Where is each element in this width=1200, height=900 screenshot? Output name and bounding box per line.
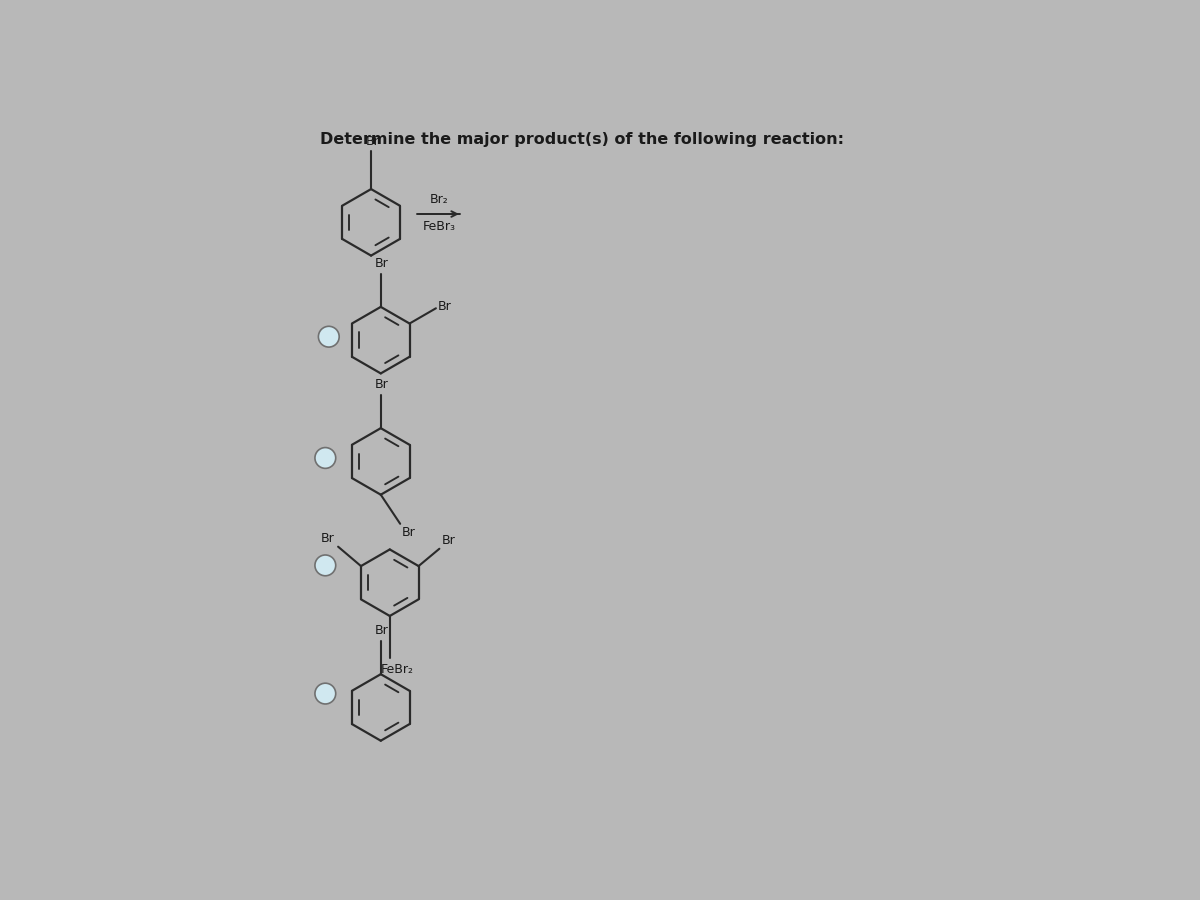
Text: FeBr₃: FeBr₃	[422, 220, 456, 232]
Circle shape	[314, 683, 336, 704]
Text: Br₂: Br₂	[430, 193, 449, 206]
Text: Br: Br	[438, 301, 451, 313]
Text: Br: Br	[376, 257, 389, 270]
Text: Br: Br	[320, 532, 335, 544]
Text: Br: Br	[376, 378, 389, 392]
Circle shape	[318, 327, 340, 347]
Text: Br: Br	[376, 625, 389, 637]
Circle shape	[314, 447, 336, 468]
Text: Br: Br	[402, 526, 415, 539]
Circle shape	[314, 555, 336, 576]
Text: Determine the major product(s) of the following reaction:: Determine the major product(s) of the fo…	[320, 132, 845, 148]
Text: Br: Br	[442, 534, 455, 546]
Text: Br: Br	[366, 134, 379, 148]
Text: FeBr₂: FeBr₂	[380, 663, 414, 676]
